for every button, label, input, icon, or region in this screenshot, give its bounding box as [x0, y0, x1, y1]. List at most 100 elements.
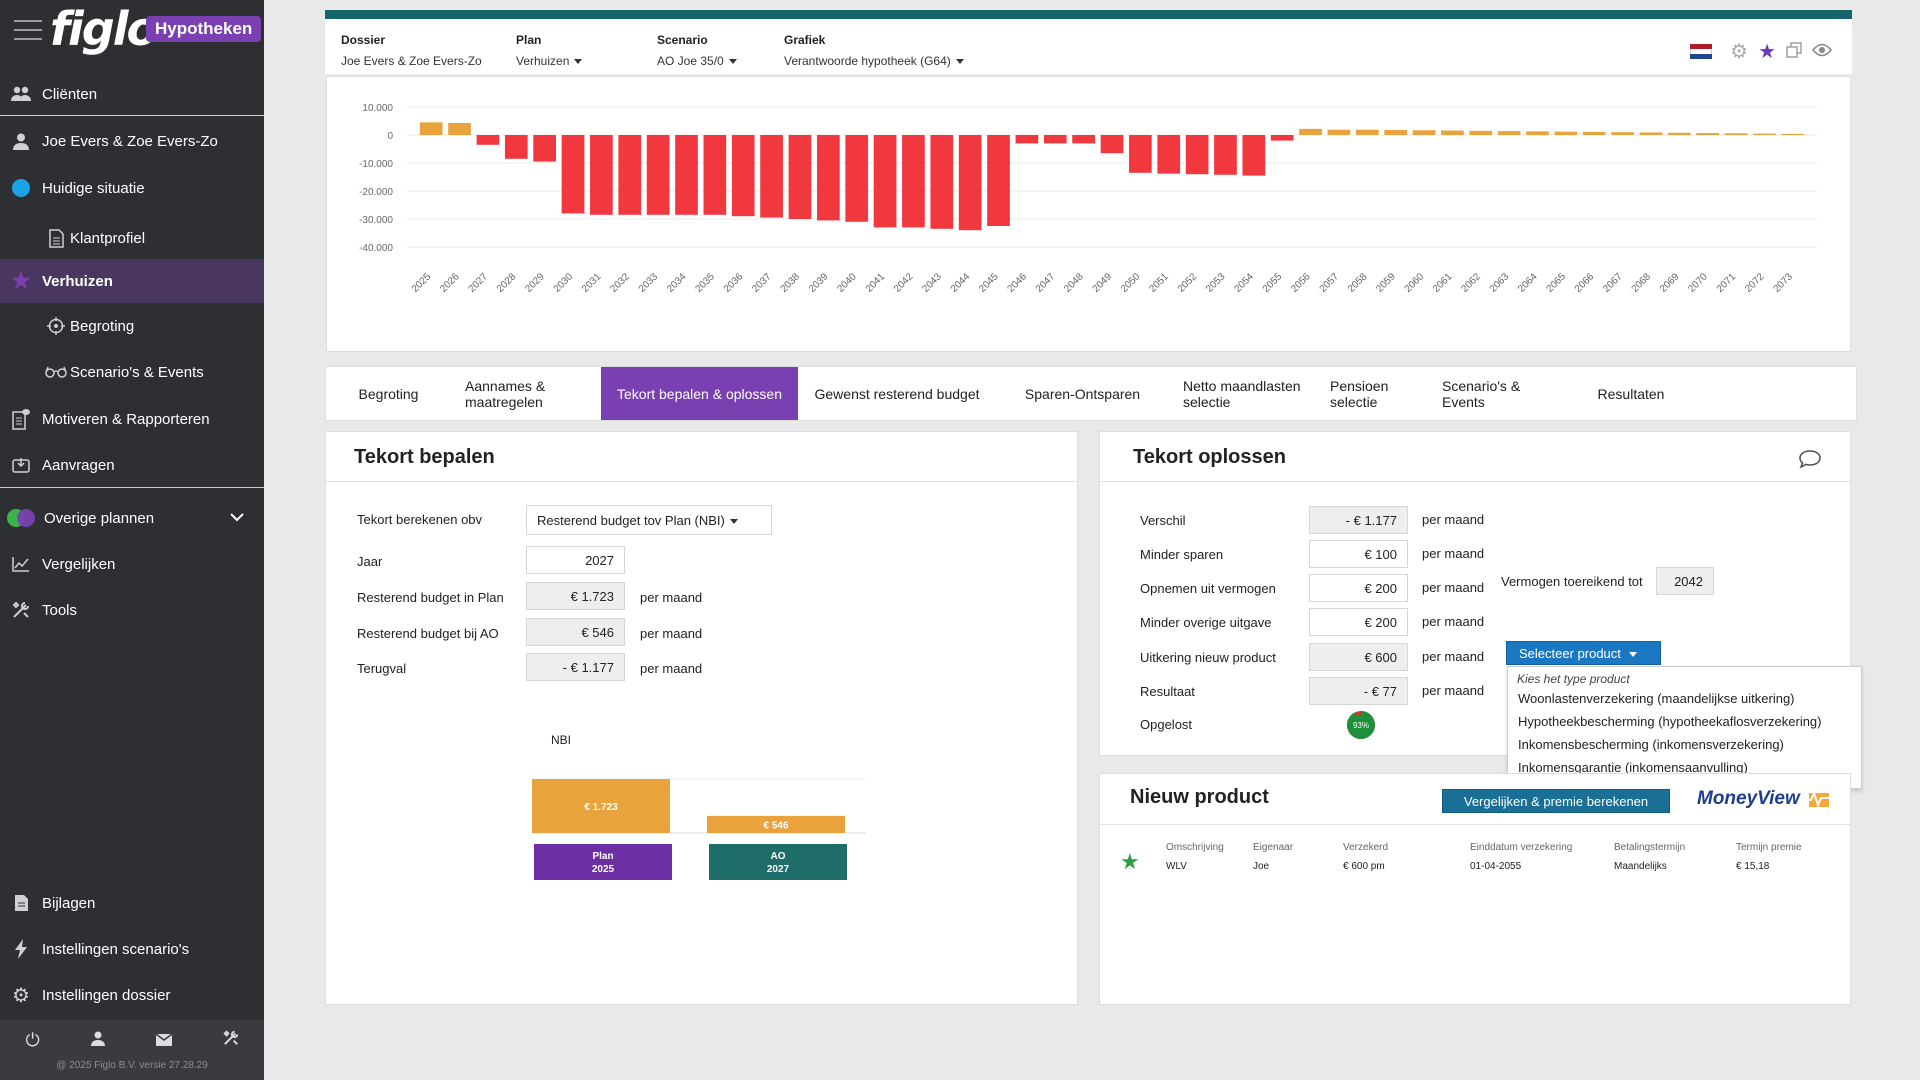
tab-gewenst-resterend-budget[interactable]: Gewenst resterend budget [814, 385, 980, 402]
sidebar-item-tools[interactable]: Tools [0, 589, 264, 631]
eye-icon[interactable] [1811, 43, 1833, 60]
menu-option[interactable]: Hypotheekbescherming (hypotheekaflosverz… [1518, 714, 1822, 729]
moneyview-logo[interactable]: MoneyView [1697, 788, 1831, 810]
chart-bar[interactable] [419, 122, 443, 135]
chart-bar[interactable] [561, 135, 585, 214]
tab-netto-maandlasten-selectie[interactable]: Netto maandlasten selectie [1183, 377, 1301, 410]
chart-bar[interactable] [1469, 130, 1493, 135]
favorite-star-icon[interactable]: ★ [1758, 41, 1776, 63]
chart-bar[interactable] [1129, 135, 1152, 173]
sidebar-item-klantprofiel[interactable]: Klantprofiel [0, 217, 264, 259]
oplossen-row-input[interactable]: € 200 [1309, 574, 1408, 602]
chart-bar[interactable] [1072, 135, 1095, 144]
chart-bar[interactable] [1214, 135, 1237, 175]
select-product-dropdown[interactable]: Selecteer product [1506, 641, 1661, 665]
chart-bar[interactable] [760, 135, 783, 218]
sidebar-item-vergelijken[interactable]: Vergelijken [0, 543, 264, 585]
sidebar-item-overige-plannen[interactable]: Overige plannen [0, 497, 264, 539]
chart-bar[interactable] [1157, 135, 1181, 174]
tools-icon[interactable] [222, 1029, 239, 1051]
chart-bar[interactable] [1185, 135, 1209, 175]
chevron-down-icon[interactable] [230, 509, 244, 526]
menu-option[interactable]: Inkomensbescherming (inkomensverzekering… [1518, 737, 1784, 752]
chart-bar[interactable] [618, 135, 642, 215]
chart-bar[interactable] [1724, 133, 1748, 135]
power-icon[interactable]: ⏻ [25, 1029, 40, 1050]
tab-tekort-bepalen-oplossen[interactable]: Tekort bepalen & oplossen [601, 367, 798, 420]
comment-icon[interactable] [1798, 449, 1822, 472]
mini-chart-bar[interactable] [707, 815, 845, 833]
grafiek-dropdown[interactable]: Verantwoorde hypotheek (G64) [784, 54, 964, 68]
chart-bar[interactable] [504, 135, 528, 159]
chart-bar[interactable] [1441, 130, 1464, 135]
chart-bar[interactable] [1327, 129, 1351, 135]
sidebar-item-aanvragen[interactable]: Aanvragen [0, 444, 264, 486]
chart-bar[interactable] [1526, 131, 1549, 135]
tab-pensioen-selectie[interactable]: Pensioen selectie [1330, 377, 1389, 410]
chart-bar[interactable] [1412, 130, 1436, 135]
chart-bar[interactable] [646, 135, 670, 215]
chart-bar[interactable] [1781, 133, 1805, 135]
chart-bar[interactable] [1611, 132, 1634, 135]
chart-bar[interactable] [1100, 135, 1124, 154]
chart-bar[interactable] [845, 135, 869, 222]
chart-bar[interactable] [1270, 135, 1294, 141]
dossier-value[interactable]: Joe Evers & Zoe Evers-Zo [341, 54, 482, 68]
sidebar-item-motiveren-rapporteren[interactable]: Motiveren & Rapporteren [0, 398, 264, 440]
chart-bar[interactable] [816, 135, 840, 221]
tab-begroting[interactable]: Begroting [358, 385, 419, 402]
sidebar-item-instellingen-dossier[interactable]: ⚙ Instellingen dossier [0, 974, 264, 1016]
chart-bar[interactable] [448, 122, 471, 135]
sidebar-item-bijlagen[interactable]: Bijlagen [0, 882, 264, 924]
chart-bar[interactable] [731, 135, 755, 217]
chart-bar[interactable] [1355, 129, 1379, 135]
chart-bar[interactable] [1668, 132, 1691, 135]
sidebar-item-verhuizen[interactable]: ★ Verhuizen [0, 259, 264, 303]
oplossen-row-input[interactable]: € 200 [1309, 608, 1408, 636]
chart-bar[interactable] [533, 135, 556, 162]
vergelijken-premie-button[interactable]: Vergelijken & premie berekenen [1442, 789, 1670, 813]
settings-icon[interactable]: ⚙ [1730, 41, 1749, 63]
mini-chart-bar[interactable] [532, 779, 670, 833]
chart-bar[interactable] [1043, 135, 1067, 144]
sidebar-item-scenarios-events[interactable]: Scenario's & Events [0, 351, 264, 393]
chart-bar[interactable] [1554, 131, 1578, 135]
chart-bar[interactable] [1015, 135, 1039, 144]
mail-icon[interactable] [155, 1030, 173, 1051]
sidebar-item-client-name[interactable]: Joe Evers & Zoe Evers-Zo [0, 120, 264, 162]
chart-bar[interactable] [1696, 133, 1720, 135]
chart-bar[interactable] [703, 135, 727, 215]
berekenen-select[interactable]: Resterend budget tov Plan (NBI) [526, 505, 772, 535]
chart-bar[interactable] [788, 135, 812, 219]
tab-scenario-s-events[interactable]: Scenario's & Events [1442, 377, 1521, 410]
chart-bar[interactable] [590, 135, 613, 215]
tab-aannames-maatregelen[interactable]: Aannames & maatregelen [465, 377, 546, 410]
chart-bar[interactable] [1753, 133, 1776, 135]
menu-option[interactable]: Woonlastenverzekering (maandelijkse uitk… [1518, 691, 1795, 706]
chart-bar[interactable] [1242, 135, 1266, 176]
chart-bar[interactable] [902, 135, 925, 228]
chart-bar[interactable] [958, 135, 982, 231]
sidebar-item-instellingen-scenarios[interactable]: Instellingen scenario's [0, 928, 264, 970]
oplossen-row-input[interactable]: € 100 [1309, 540, 1408, 568]
sidebar-item-begroting[interactable]: Begroting [0, 305, 264, 347]
menu-option[interactable]: Inkomensgarantie (inkomensaanvulling) [1518, 760, 1748, 775]
sidebar-item-clienten[interactable]: Cliënten [0, 73, 264, 115]
dutch-flag-icon[interactable] [1690, 44, 1713, 59]
tab-resultaten[interactable]: Resultaten [1597, 385, 1665, 402]
chart-bar[interactable] [476, 135, 500, 145]
profile-icon[interactable] [90, 1030, 105, 1051]
chart-bar[interactable] [1497, 131, 1521, 135]
chart-bar[interactable] [930, 135, 954, 229]
sidebar-item-huidige-situatie[interactable]: Huidige situatie [0, 167, 264, 209]
chart-bar[interactable] [1582, 131, 1606, 135]
plan-dropdown[interactable]: Verhuizen [516, 54, 583, 68]
scenario-dropdown[interactable]: AO Joe 35/0 [657, 54, 737, 68]
chart-bar[interactable] [873, 135, 897, 228]
hamburger-menu-icon[interactable] [14, 20, 42, 42]
copy-icon[interactable] [1786, 42, 1802, 61]
tab-sparen-ontsparen[interactable]: Sparen-Ontsparen [1024, 385, 1141, 402]
chart-bar[interactable] [1639, 132, 1663, 135]
chart-bar[interactable] [987, 135, 1010, 226]
chart-bar[interactable] [675, 135, 698, 215]
